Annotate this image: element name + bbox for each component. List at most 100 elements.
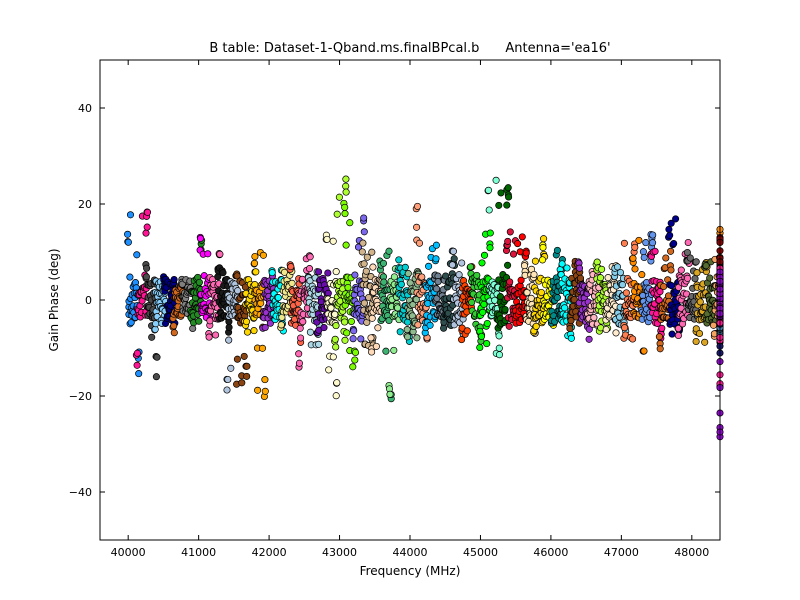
data-point xyxy=(518,233,526,241)
data-point xyxy=(539,243,547,252)
data-point xyxy=(363,253,371,261)
data-point xyxy=(642,239,650,247)
data-point xyxy=(242,318,251,326)
data-point xyxy=(567,334,575,342)
spw-series xyxy=(637,230,657,326)
data-point xyxy=(458,259,466,267)
data-point xyxy=(432,285,441,293)
title-dataset: B table: Dataset-1-Qband.ms.finalBPcal.b xyxy=(209,41,479,56)
data-point xyxy=(360,214,368,222)
data-point xyxy=(332,322,340,330)
data-point xyxy=(497,189,505,197)
data-point xyxy=(618,281,627,289)
data-point xyxy=(701,338,709,346)
data-point xyxy=(649,239,657,247)
data-point xyxy=(567,317,575,325)
data-point xyxy=(360,299,368,307)
data-point xyxy=(638,271,646,279)
data-point xyxy=(640,347,648,355)
data-point xyxy=(259,251,267,259)
x-tick-label: 44000 xyxy=(393,546,428,559)
data-point xyxy=(233,355,241,363)
data-point xyxy=(124,238,132,246)
data-point xyxy=(251,252,259,261)
data-point xyxy=(238,379,246,387)
data-point xyxy=(622,289,630,297)
data-point xyxy=(677,266,685,274)
data-point xyxy=(695,329,704,338)
data-point xyxy=(143,208,152,216)
data-point xyxy=(261,323,269,332)
data-point xyxy=(341,210,349,218)
data-point xyxy=(412,295,420,304)
data-point xyxy=(486,229,494,237)
data-point xyxy=(133,349,141,357)
data-point xyxy=(287,263,295,271)
data-point xyxy=(585,335,593,343)
x-tick-label: 43000 xyxy=(322,546,357,559)
data-point xyxy=(335,193,343,201)
data-point xyxy=(382,347,390,355)
data-point xyxy=(341,203,349,211)
data-point xyxy=(368,348,376,356)
data-point xyxy=(450,255,458,263)
data-point xyxy=(225,336,233,344)
data-point xyxy=(658,324,666,332)
data-point xyxy=(306,328,314,336)
data-point xyxy=(252,268,260,276)
data-point xyxy=(629,254,637,262)
data-point xyxy=(530,270,538,279)
data-point xyxy=(520,262,529,270)
y-axis-label: Gain Phase (deg) xyxy=(47,248,61,351)
data-point xyxy=(468,298,476,306)
data-point xyxy=(517,276,525,284)
data-point xyxy=(651,247,659,255)
data-point xyxy=(189,324,197,333)
data-point xyxy=(243,328,252,336)
data-point xyxy=(593,258,601,266)
data-point xyxy=(522,249,530,257)
data-point xyxy=(170,329,178,337)
data-point xyxy=(665,225,673,233)
y-tick-label: −20 xyxy=(69,390,92,403)
data-point xyxy=(212,331,220,339)
data-point xyxy=(449,247,457,255)
data-point xyxy=(342,241,350,249)
data-point xyxy=(483,340,491,348)
data-point xyxy=(686,254,694,262)
data-point xyxy=(413,202,422,210)
data-point xyxy=(394,304,402,312)
spw-series xyxy=(476,229,494,352)
x-tick-label: 40000 xyxy=(111,546,146,559)
data-point xyxy=(315,340,323,348)
data-point xyxy=(509,250,518,258)
data-point xyxy=(426,321,434,329)
data-point xyxy=(612,329,620,337)
data-point xyxy=(463,327,471,335)
data-point xyxy=(234,287,242,295)
data-point xyxy=(629,335,637,343)
data-point xyxy=(662,254,670,262)
data-point xyxy=(126,211,135,219)
spw-series xyxy=(295,252,314,371)
data-point xyxy=(341,318,349,326)
data-point xyxy=(133,251,141,259)
data-point xyxy=(404,270,412,278)
data-point xyxy=(332,268,340,276)
spw-series xyxy=(322,231,341,400)
data-point xyxy=(570,296,578,304)
data-point xyxy=(505,322,513,330)
data-point xyxy=(604,274,612,282)
data-point xyxy=(205,333,213,341)
data-point xyxy=(506,228,514,236)
data-point xyxy=(225,323,233,331)
data-point xyxy=(506,278,514,286)
chart-title: B table: Dataset-1-Qband.ms.finalBPcal.b… xyxy=(209,41,610,56)
data-point xyxy=(527,294,535,302)
data-point xyxy=(351,271,359,279)
data-point xyxy=(324,269,332,277)
data-point xyxy=(170,322,178,330)
data-point xyxy=(598,265,606,273)
x-axis-label: Frequency (MHz) xyxy=(360,564,461,578)
spw-series xyxy=(484,176,504,359)
